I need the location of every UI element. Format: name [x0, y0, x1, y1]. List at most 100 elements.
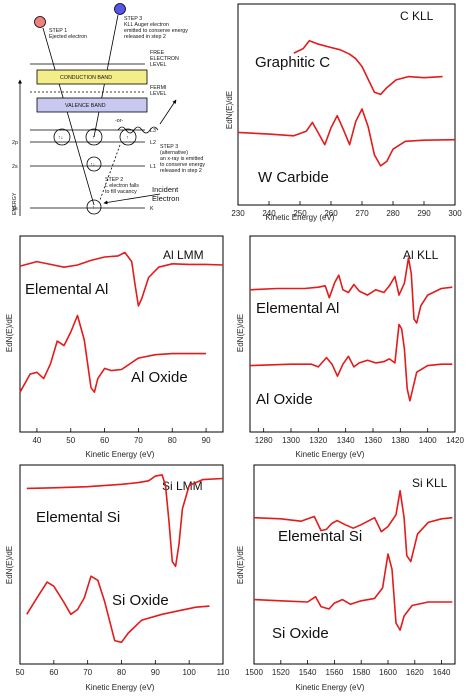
- x-tick-label: 70: [83, 668, 92, 677]
- x-tick-label: 240: [262, 209, 276, 218]
- x-tick-label: 1400: [419, 436, 437, 445]
- x-tick-label: 1520: [272, 668, 290, 677]
- y-axis-label: EdN(E)/dE: [5, 314, 14, 352]
- series-line-0: [293, 40, 443, 96]
- x-tick-label: 110: [217, 668, 230, 677]
- xray-transition-path: [99, 144, 121, 201]
- level-2p-label: 2p: [12, 140, 18, 146]
- chart-1: 40 50 60 70 80 90 Kinetic Energy (eV) EdN(E)/dE…: [5, 235, 224, 459]
- incident-arrow: [103, 193, 161, 205]
- series-label-1: Al Oxide: [256, 391, 313, 408]
- y-axis-label: EdN(E)/dE: [225, 91, 234, 129]
- series-label-1: Si Oxide: [112, 592, 169, 609]
- fermi-level-line-1: LEVEL: [150, 91, 167, 97]
- x-tick-label: 80: [117, 668, 126, 677]
- series-label-0: Elemental Al: [25, 281, 108, 298]
- x-axis-label: Kinetic Energy (eV): [296, 683, 365, 692]
- spin-up-1: ↑: [92, 135, 95, 141]
- x-tick-label: 1280: [255, 436, 273, 445]
- x-axis-label: Kinetic Energy (eV): [86, 683, 155, 692]
- y-axis-label: EdN(E)/dE: [5, 546, 14, 584]
- series-line-0: [249, 257, 453, 324]
- free-level-line-2: LEVEL: [150, 62, 167, 68]
- x-axis-label: Kinetic Energy (eV): [296, 450, 365, 459]
- x-tick-label: 1540: [299, 668, 317, 677]
- step2-line-2: to fill vacancy: [105, 189, 137, 195]
- incident-line-0: Incident: [152, 185, 179, 194]
- x-tick-label: 90: [151, 668, 160, 677]
- x-tick-label: 270: [355, 209, 369, 218]
- step3-line-0: STEP 3: [124, 16, 142, 22]
- spin-up-down-1: ↑↓: [58, 135, 63, 141]
- chart-3: 50 60 70 80 90 100 110 Kinetic Energy (eV) EdN(E…: [5, 464, 230, 692]
- free-level-line-0: FREE: [150, 50, 165, 56]
- series-line-1: [19, 314, 207, 393]
- x-tick-label: 1580: [352, 668, 370, 677]
- x-tick-label: 60: [49, 668, 58, 677]
- x-tick-label: 40: [32, 436, 41, 445]
- series-label-1: Si Oxide: [272, 625, 329, 642]
- x-tick-label: 1620: [406, 668, 424, 677]
- step1-line-0: STEP 1: [49, 28, 67, 34]
- energy-axis-label: ENERGY: [12, 192, 18, 215]
- x-tick-label: 1420: [446, 436, 464, 445]
- y-axis-label: EdN(E)/dE: [236, 314, 245, 352]
- step3-alt-line-2: an x-ray is emitted: [160, 156, 203, 162]
- step2-line-0: STEP 2: [105, 177, 123, 183]
- chart-title: Al LMM: [163, 248, 204, 262]
- x-tick-label: 50: [16, 668, 25, 677]
- step3-alt-line-3: to conserve energy: [160, 162, 205, 168]
- auger-process-diagram: STEP 1 Ejected electron STEP 3 KLL Auger…: [12, 3, 205, 216]
- xray-arrow: [159, 99, 177, 125]
- x-tick-label: 1360: [364, 436, 382, 445]
- l2-electron: [85, 128, 103, 146]
- chart-frame: [249, 235, 456, 433]
- free-level-line-1: ELECTRON: [150, 56, 179, 62]
- series-label-1: Al Oxide: [131, 369, 188, 386]
- step3-alt-line-0: STEP 3: [160, 144, 178, 150]
- chart-title: Al KLL: [403, 248, 439, 262]
- level-L3-label: L3: [150, 128, 156, 134]
- x-tick-label: 260: [324, 209, 338, 218]
- level-1s-label: 1s: [12, 206, 18, 212]
- step1-line-1: Ejected electron: [49, 34, 87, 40]
- chart-frame: [237, 3, 456, 206]
- chart-2: 1280 1300 1320 1340 1360 1380 1400 1420 Kinetic …: [236, 235, 464, 459]
- series-line-1: [237, 108, 456, 167]
- ejected-path: [42, 27, 95, 206]
- x-tick-label: 1340: [337, 436, 355, 445]
- series-label-0: Elemental Si: [278, 528, 362, 545]
- step3-line-2: emitted to conserve energy: [124, 28, 188, 34]
- x-tick-label: 90: [202, 436, 211, 445]
- series-line-0: [26, 474, 224, 568]
- x-tick-label: 1600: [379, 668, 397, 677]
- series-line-1: [26, 575, 210, 644]
- level-L1-label: L1: [150, 164, 156, 170]
- series-label-0: Graphitic C: [255, 54, 330, 71]
- series-label-1: W Carbide: [258, 169, 329, 186]
- spin-up-down-2: ↑↓: [90, 162, 95, 168]
- step3-alt-line-1: (alternative): [160, 150, 188, 156]
- incident-line-1: Electron: [152, 194, 180, 203]
- x-tick-label: 290: [417, 209, 431, 218]
- level-L2-label: L2: [150, 140, 156, 146]
- x-tick-label: 60: [100, 436, 109, 445]
- chart-frame: [19, 464, 224, 665]
- spin-up-2: ↑: [126, 135, 129, 141]
- ejected-electron-dot: [34, 16, 46, 28]
- spin-up-3: ↑: [92, 205, 95, 211]
- k-vacancy: [86, 199, 102, 215]
- level-2s-label: 2s: [12, 164, 18, 170]
- y-axis-label: EdN(E)/dE: [236, 546, 245, 584]
- series-line-1: [253, 553, 453, 631]
- l1-electron-pair: [86, 156, 102, 172]
- x-tick-label: 1500: [245, 668, 263, 677]
- chart-4: 1500 1520 1540 1560 1580 1600 1620 1640 Kinetic …: [236, 464, 456, 692]
- series-line-0: [253, 490, 453, 563]
- l2-electron-alt: [119, 128, 137, 146]
- series-label-0: Elemental Si: [36, 509, 120, 526]
- step3-line-3: released in step 2: [124, 34, 166, 40]
- step3-line-1: KLL Auger electron: [124, 22, 169, 28]
- x-tick-label: 1640: [433, 668, 451, 677]
